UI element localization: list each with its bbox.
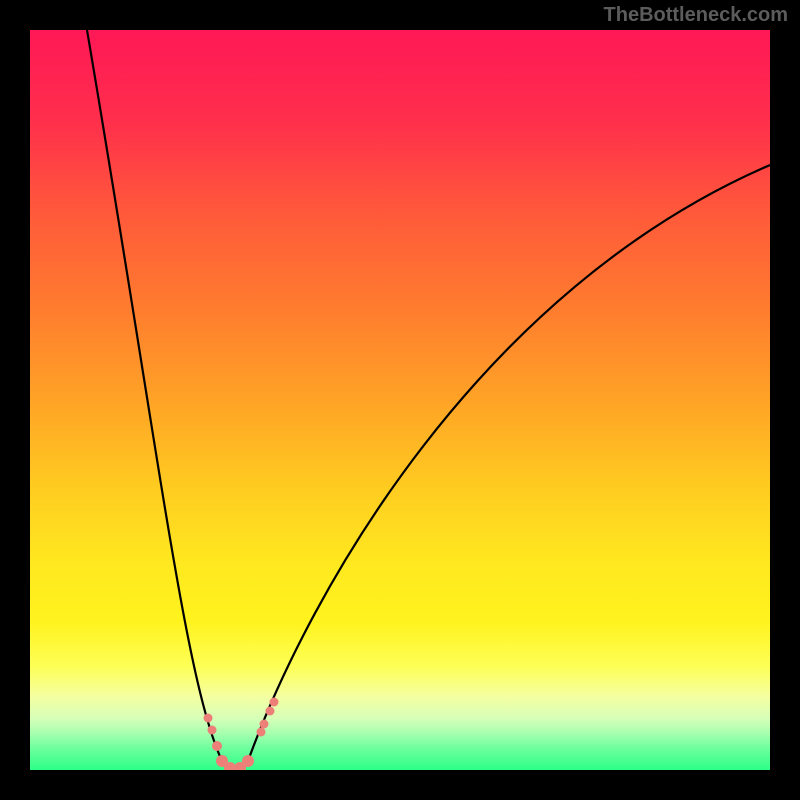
data-marker <box>204 714 213 723</box>
data-marker <box>260 720 269 729</box>
chart-svg <box>30 30 770 770</box>
data-marker <box>208 726 217 735</box>
data-marker <box>242 755 254 767</box>
chart-outer-frame: TheBottleneck.com <box>0 0 800 800</box>
chart-background <box>30 30 770 770</box>
data-marker <box>270 698 279 707</box>
data-marker <box>266 707 275 716</box>
watermark-text: TheBottleneck.com <box>604 4 788 27</box>
data-marker <box>212 741 222 751</box>
plot-area <box>30 30 770 770</box>
data-marker <box>257 728 266 737</box>
